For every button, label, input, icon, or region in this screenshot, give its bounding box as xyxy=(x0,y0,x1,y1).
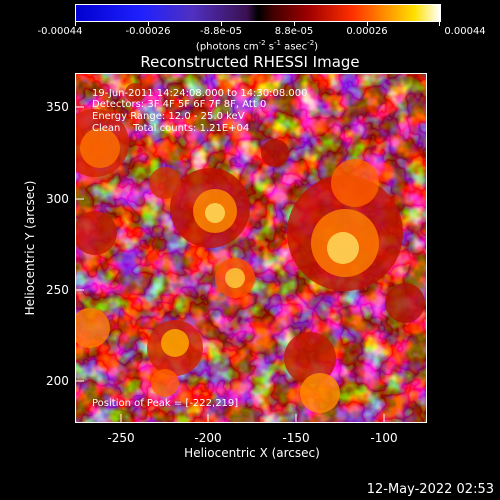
x-tick-label: -100 xyxy=(370,431,398,445)
emission-blob xyxy=(261,139,289,167)
emission-blob xyxy=(225,268,245,288)
peak-position-text: Position of Peak = [-222,219] xyxy=(92,398,239,409)
colorbar-tick-label: -8.8e-05 xyxy=(200,26,242,37)
y-tick-label: 350 xyxy=(46,100,69,114)
colorbar xyxy=(75,4,441,22)
colorbar-tick xyxy=(439,21,440,26)
colorbar-tick-label: -0.00026 xyxy=(125,26,171,37)
emission-blob xyxy=(205,203,225,223)
emission-blob xyxy=(75,308,110,348)
y-tick-label: 250 xyxy=(46,283,69,297)
colorbar-tick-label: 0.00044 xyxy=(444,26,486,37)
emission-blob xyxy=(80,128,120,168)
emission-blob xyxy=(75,211,117,255)
x-tick-label: -150 xyxy=(282,431,310,445)
emission-blob xyxy=(125,83,145,103)
y-axis-label: Heliocentric Y (arcsec) xyxy=(23,180,37,316)
colorbar-tick-label: 8.8e-05 xyxy=(274,26,314,37)
emission-blob xyxy=(331,159,379,207)
colorbar-tick xyxy=(367,21,368,26)
time-range-text: 19-Jun-2011 14:24:08.000 to 14:30:08.000 xyxy=(92,88,308,99)
colorbar-tick-label: 0.00026 xyxy=(346,26,388,37)
emission-blob xyxy=(284,332,336,384)
x-tick-label: -200 xyxy=(194,431,222,445)
clean-counts-text: Clean Total counts: 1.21E+04 xyxy=(92,123,250,134)
y-tick-label: 300 xyxy=(46,192,69,206)
emission-blob xyxy=(149,167,181,199)
y-tick-label: 200 xyxy=(46,374,69,388)
emission-blob xyxy=(300,373,340,413)
colorbar-tick xyxy=(221,21,222,26)
emission-sources xyxy=(75,83,425,413)
emission-blob xyxy=(327,232,359,264)
colorbar-tick xyxy=(75,21,76,26)
emission-blob xyxy=(385,283,425,323)
colorbar-units: (photons cm-2 s-1 asec-2) xyxy=(195,39,319,53)
colorbar-tick xyxy=(148,21,149,26)
emission-blob xyxy=(151,369,179,397)
detectors-text: Detectors: 3F 4F 5F 6F 7F 8F, Att 0 xyxy=(92,99,267,110)
x-tick-label: -250 xyxy=(107,431,135,445)
x-axis-label: Heliocentric X (arcsec) xyxy=(184,446,320,460)
rhessi-image-plot xyxy=(75,73,427,423)
image-title: Reconstructed RHESSI Image xyxy=(140,53,360,71)
colorbar-tick xyxy=(294,21,295,26)
emission-blob xyxy=(161,329,189,357)
plot-frame xyxy=(75,73,427,423)
energy-range-text: Energy Range: 12.0 - 25.0 keV xyxy=(92,111,245,122)
colorbar-tick-label: -0.00044 xyxy=(37,26,83,37)
render-timestamp: 12-May-2022 02:53 xyxy=(366,482,494,497)
